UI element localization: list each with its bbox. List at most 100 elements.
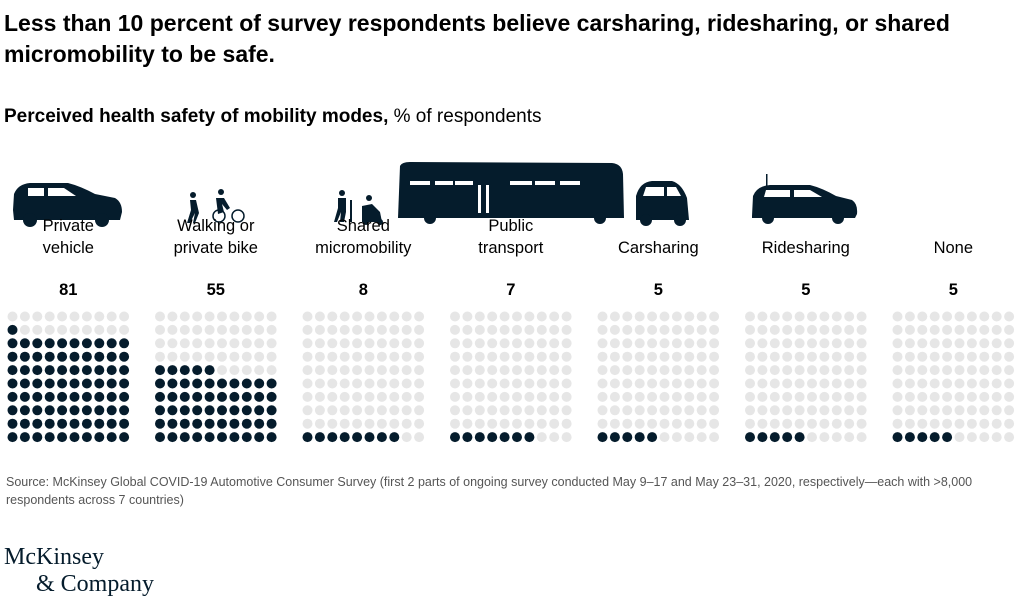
waffle-chart (7, 311, 1015, 443)
waffle-dot-empty (597, 338, 608, 349)
waffle-dot-empty (769, 311, 780, 322)
waffle-dot-empty (339, 405, 350, 416)
waffle-dot-empty (917, 365, 928, 376)
waffle-dot-filled (19, 351, 30, 362)
waffle-dot-empty (314, 365, 325, 376)
waffle-dot-empty (364, 365, 375, 376)
waffle-dot-empty (966, 378, 977, 389)
category-label: micromobility (315, 239, 412, 257)
waffle-dot-empty (474, 365, 485, 376)
waffle-dot-empty (709, 418, 720, 429)
waffle-dot-empty (414, 418, 425, 429)
waffle-dot-empty (524, 418, 535, 429)
waffle-dot-empty (376, 324, 387, 335)
waffle-dot-empty (549, 351, 560, 362)
waffle-dot-empty (757, 351, 768, 362)
chart-subtitle: Perceived health safety of mobility mode… (4, 106, 542, 128)
waffle-dot-empty (597, 418, 608, 429)
waffle-dot-empty (302, 338, 313, 349)
waffle-dot-empty (634, 391, 645, 402)
waffle-dot-empty (991, 324, 1002, 335)
waffle-dot-empty (609, 311, 620, 322)
waffle-dot-empty (69, 324, 80, 335)
waffle-dot-filled (155, 365, 165, 376)
waffle-dot-empty (561, 378, 572, 389)
waffle-dot-filled (69, 432, 80, 443)
waffle-dot-empty (966, 405, 977, 416)
waffle-dot-empty (254, 311, 265, 322)
waffle-dot-filled (794, 432, 805, 443)
waffle-dot-empty (622, 365, 633, 376)
waffle-dot-empty (524, 338, 535, 349)
waffle-dot-filled (19, 418, 30, 429)
waffle-dot-empty (1004, 365, 1015, 376)
waffle-dot-empty (352, 418, 363, 429)
waffle-dot-empty (352, 351, 363, 362)
waffle-dot-filled (241, 378, 252, 389)
waffle-dot-empty (314, 378, 325, 389)
waffle-dot-empty (844, 432, 855, 443)
waffle-dot-empty (709, 351, 720, 362)
waffle-dot-filled (69, 418, 80, 429)
waffle-dot-empty (536, 405, 547, 416)
waffle-dot-filled (69, 405, 80, 416)
waffle-dot-empty (401, 351, 412, 362)
waffle-dot-empty (966, 365, 977, 376)
waffle-dot-empty (217, 311, 227, 322)
waffle-dot-empty (647, 391, 658, 402)
waffle-dot-empty (266, 324, 277, 335)
waffle-dot-empty (709, 365, 720, 376)
waffle-dot-empty (769, 391, 780, 402)
waffle-dot-empty (819, 418, 830, 429)
waffle-dot-empty (266, 338, 277, 349)
waffle-dot-empty (339, 365, 350, 376)
waffle-dot-filled (119, 405, 130, 416)
waffle-dot-empty (217, 324, 227, 335)
waffle-dot-empty (254, 365, 265, 376)
waffle-dot-empty (769, 378, 780, 389)
waffle-dot-empty (376, 378, 387, 389)
waffle-dot-empty (241, 324, 252, 335)
waffle-dot-empty (942, 418, 953, 429)
waffle-dot-empty (844, 365, 855, 376)
waffle-dot-filled (57, 405, 68, 416)
waffle-dot-empty (856, 338, 867, 349)
waffle-dot-empty (634, 378, 645, 389)
waffle-dot-filled (241, 432, 252, 443)
waffle-dot-empty (561, 391, 572, 402)
waffle-dot-filled (450, 432, 460, 443)
category-label: None (933, 239, 974, 257)
waffle-dot-empty (807, 378, 817, 389)
waffle-dot-empty (917, 405, 928, 416)
waffle-dot-filled (94, 405, 105, 416)
waffle-dot-empty (966, 338, 977, 349)
waffle-dot-empty (302, 311, 313, 322)
waffle-dot-empty (597, 378, 608, 389)
waffle-dot-empty (807, 338, 817, 349)
waffle-dot-filled (229, 378, 240, 389)
waffle-dot-filled (179, 365, 190, 376)
waffle-dot-empty (794, 338, 805, 349)
waffle-dot-empty (364, 338, 375, 349)
waffle-dot-empty (769, 418, 780, 429)
waffle-dot-empty (794, 391, 805, 402)
waffle-dot-empty (609, 324, 620, 335)
waffle-dot-empty (302, 418, 313, 429)
waffle-dot-empty (892, 405, 903, 416)
waffle-dot-filled (217, 378, 227, 389)
waffle-dot-empty (684, 405, 695, 416)
waffle-dot-filled (204, 365, 215, 376)
waffle-dot-empty (512, 338, 522, 349)
waffle-dot-empty (782, 365, 793, 376)
waffle-dot-empty (991, 365, 1002, 376)
waffle-dot-filled (155, 378, 165, 389)
waffle-dot-empty (757, 324, 768, 335)
waffle-dot-empty (314, 405, 325, 416)
waffle-dot-empty (991, 338, 1002, 349)
walking-and-bike-icon (187, 189, 245, 223)
waffle-dot-empty (844, 405, 855, 416)
waffle-dot-filled (364, 432, 375, 443)
waffle-dot-empty (19, 324, 30, 335)
bus-icon (398, 162, 624, 224)
waffle-dot-filled (44, 351, 55, 362)
